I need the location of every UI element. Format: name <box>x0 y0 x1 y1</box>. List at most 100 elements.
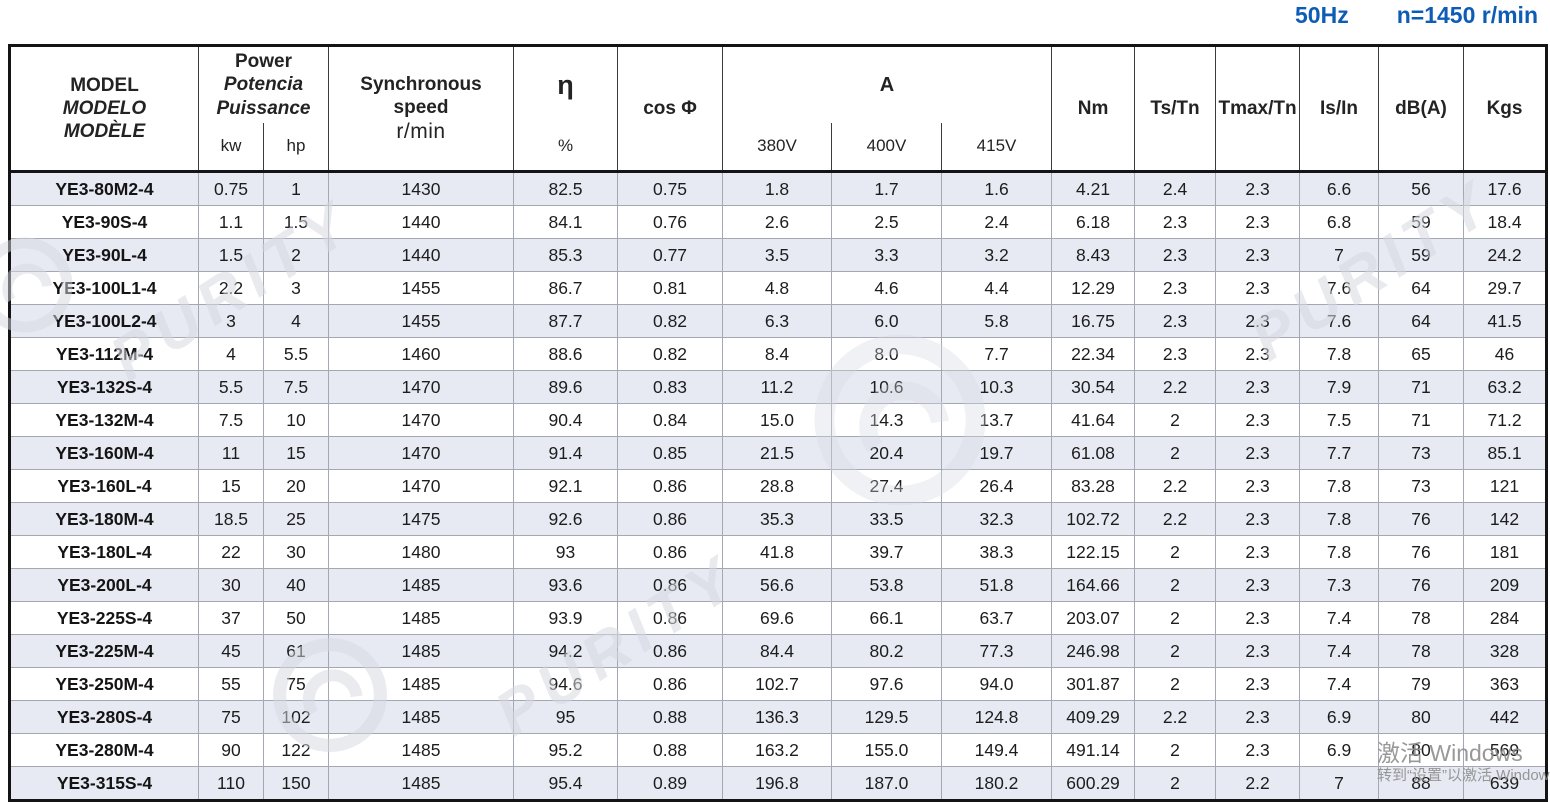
table-row: YE3-100L2-4 3 4 1455 87.7 0.82 6.3 6.0 5.8 16.75 2… <box>9 304 1548 338</box>
value-cell: 95 <box>513 700 618 734</box>
value-cell: 1475 <box>328 502 514 536</box>
value-cell: 2 <box>1134 403 1217 437</box>
value-cell: 2.3 <box>1134 205 1217 239</box>
table-row: YE3-180L-4 22 30 1480 93 0.86 41.8 39.7 38.3 122.… <box>9 535 1548 569</box>
motor-spec-table: MODEL MODELO MODÈLE Power Potencia Puiss… <box>8 44 1549 802</box>
value-cell: 6.18 <box>1051 205 1136 239</box>
value-cell: 71.2 <box>1463 403 1548 437</box>
value-cell: 2.5 <box>831 205 942 239</box>
value-cell: 2.3 <box>1215 601 1301 635</box>
value-cell: 7.6 <box>1299 304 1380 338</box>
value-cell: 66.1 <box>831 601 942 635</box>
value-cell: 26.4 <box>940 469 1053 503</box>
value-cell: 2.3 <box>1215 634 1301 668</box>
value-cell: 1470 <box>328 469 514 503</box>
value-cell: 0.75 <box>198 170 264 206</box>
rmin-unit-label: r/min <box>396 119 446 143</box>
table-row: YE3-225M-4 45 61 1485 94.2 0.86 84.4 80.2 77.3 24… <box>9 634 1548 668</box>
value-cell: 30 <box>198 568 264 602</box>
value-cell: 1430 <box>328 170 514 206</box>
value-cell: 4.21 <box>1051 170 1136 206</box>
value-cell: 53.8 <box>831 568 942 602</box>
value-cell: 69.6 <box>722 601 832 635</box>
value-cell: 0.83 <box>617 370 723 404</box>
value-cell: 55 <box>198 667 264 701</box>
value-cell: 94.6 <box>513 667 618 701</box>
value-cell: 7.6 <box>1299 271 1380 305</box>
table-row: YE3-112M-4 4 5.5 1460 88.6 0.82 8.4 8.0 7.7 22.34… <box>9 337 1548 371</box>
value-cell: 41.8 <box>722 535 832 569</box>
value-cell: 7.8 <box>1299 535 1380 569</box>
value-cell: 1485 <box>328 667 514 701</box>
table-row: YE3-180M-4 18.5 25 1475 92.6 0.86 35.3 33.5 32.3… <box>9 502 1548 536</box>
value-cell: 163.2 <box>722 733 832 767</box>
value-cell: 22 <box>198 535 264 569</box>
value-cell: 2.3 <box>1215 403 1301 437</box>
value-cell: 56 <box>1378 170 1465 206</box>
value-cell: 64 <box>1378 271 1465 305</box>
value-cell: 71 <box>1378 403 1465 437</box>
value-cell: 600.29 <box>1051 766 1136 801</box>
value-cell: 3 <box>198 304 264 338</box>
value-cell: 95.4 <box>513 766 618 801</box>
value-cell: 2.3 <box>1215 733 1301 767</box>
value-cell: 76 <box>1378 535 1465 569</box>
value-cell: 2.3 <box>1215 535 1301 569</box>
frequency-label: 50Hz <box>1295 2 1349 28</box>
value-cell: 1485 <box>328 733 514 767</box>
model-cell: YE3-225S-4 <box>9 601 199 635</box>
col-header-sync-speed: Synchronous speed r/min <box>328 45 514 172</box>
value-cell: 20.4 <box>831 436 942 470</box>
value-cell: 2.3 <box>1215 170 1301 206</box>
value-cell: 38.3 <box>940 535 1053 569</box>
value-cell: 102.72 <box>1051 502 1136 536</box>
value-cell: 29.7 <box>1463 271 1548 305</box>
model-cell: YE3-315S-4 <box>9 766 199 801</box>
value-cell: 1440 <box>328 238 514 272</box>
table-row: YE3-280S-4 75 102 1485 95 0.88 136.3 129.5 124.8… <box>9 700 1548 734</box>
value-cell: 45 <box>198 634 264 668</box>
value-cell: 0.82 <box>617 304 723 338</box>
table-row: YE3-160M-4 11 15 1470 91.4 0.85 21.5 20.4 19.7 61… <box>9 436 1548 470</box>
value-cell: 6.0 <box>831 304 942 338</box>
value-cell: 85.3 <box>513 238 618 272</box>
table-row: YE3-280M-4 90 122 1485 95.2 0.88 163.2 155.0 149… <box>9 733 1548 767</box>
value-cell: 180.2 <box>940 766 1053 801</box>
value-cell: 83.28 <box>1051 469 1136 503</box>
value-cell: 0.86 <box>617 502 723 536</box>
value-cell: 90.4 <box>513 403 618 437</box>
value-cell: 0.85 <box>617 436 723 470</box>
value-cell: 82.5 <box>513 170 618 206</box>
value-cell: 92.6 <box>513 502 618 536</box>
value-cell: 8.0 <box>831 337 942 371</box>
value-cell: 2 <box>1134 568 1217 602</box>
value-cell: 2.3 <box>1215 700 1301 734</box>
value-cell: 3 <box>263 271 329 305</box>
value-cell: 149.4 <box>940 733 1053 767</box>
value-cell: 6.6 <box>1299 170 1380 206</box>
model-cell: YE3-112M-4 <box>9 337 199 371</box>
value-cell: 150 <box>263 766 329 801</box>
col-header-ts-tn: Ts/Tn <box>1134 45 1217 172</box>
model-cell: YE3-280M-4 <box>9 733 199 767</box>
value-cell: 142 <box>1463 502 1548 536</box>
value-cell: 1480 <box>328 535 514 569</box>
value-cell: 181 <box>1463 535 1548 569</box>
value-cell: 10 <box>263 403 329 437</box>
value-cell: 7.8 <box>1299 502 1380 536</box>
value-cell: 14.3 <box>831 403 942 437</box>
value-cell: 61 <box>263 634 329 668</box>
value-cell: 4 <box>198 337 264 371</box>
value-cell: 10.6 <box>831 370 942 404</box>
value-cell: 1.5 <box>198 238 264 272</box>
value-cell: 2.2 <box>1134 502 1217 536</box>
value-cell: 0.77 <box>617 238 723 272</box>
value-cell: 124.8 <box>940 700 1053 734</box>
value-cell: 33.5 <box>831 502 942 536</box>
value-cell: 71 <box>1378 370 1465 404</box>
value-cell: 0.86 <box>617 535 723 569</box>
value-cell: 1485 <box>328 634 514 668</box>
value-cell: 37 <box>198 601 264 635</box>
value-cell: 1485 <box>328 568 514 602</box>
value-cell: 155.0 <box>831 733 942 767</box>
